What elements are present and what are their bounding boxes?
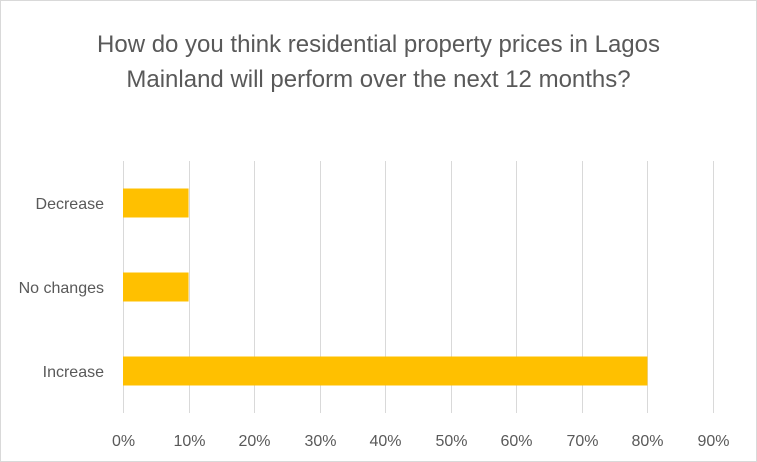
x-tick-label: 30% <box>304 433 336 450</box>
x-tick-label: 60% <box>500 433 532 450</box>
x-tick-label: 90% <box>697 433 729 450</box>
bar-no-changes <box>123 272 189 302</box>
x-tick-label: 0% <box>112 433 135 450</box>
x-tick-label: 20% <box>238 433 270 450</box>
x-tick-label: 80% <box>631 433 663 450</box>
category-label: No changes <box>19 280 104 297</box>
x-tick-labels: 0% 10% 20% 30% 40% 50% 60% 70% 80% 90% <box>112 433 730 450</box>
category-label: Increase <box>43 364 104 381</box>
category-labels: Decrease No changes Increase <box>19 196 104 381</box>
bar-increase <box>123 356 648 386</box>
x-tick-label: 70% <box>566 433 598 450</box>
bar-decrease <box>123 188 189 218</box>
chart-title: How do you think residential property pr… <box>97 31 660 93</box>
x-tick-label: 40% <box>369 433 401 450</box>
x-tick-label: 50% <box>435 433 467 450</box>
bars <box>123 188 648 386</box>
x-tick-label: 10% <box>173 433 205 450</box>
category-label: Decrease <box>36 196 105 213</box>
